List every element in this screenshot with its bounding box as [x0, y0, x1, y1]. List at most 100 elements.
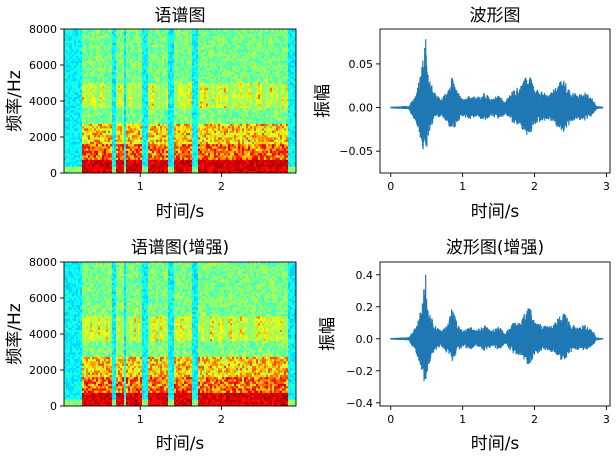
spectrogram-cell: [76, 49, 79, 52]
spectrogram-cell: [116, 92, 119, 95]
spectrogram-cell: [134, 110, 137, 113]
spectrogram-cell: [98, 101, 101, 104]
spectrogram-cell: [190, 170, 193, 173]
spectrogram-cell: [146, 107, 149, 111]
spectrogram-cell: [130, 67, 133, 70]
spectrogram-cell: [106, 164, 109, 167]
spectrogram-cell: [78, 87, 81, 91]
spectrogram-cell: [122, 105, 125, 109]
spectrogram-cell: [178, 35, 181, 39]
spectrogram-cell: [210, 76, 213, 79]
spectrogram-cell: [164, 53, 167, 57]
spectrogram-cell: [148, 119, 151, 122]
spectrogram-cell: [90, 51, 93, 55]
spectrogram-cell: [78, 62, 81, 66]
spectrogram-cell: [90, 29, 93, 32]
spectrogram-cell: [140, 58, 143, 61]
spectrogram-cell: [116, 42, 119, 46]
spectrogram-cell: [152, 112, 155, 115]
spectrogram-cell: [190, 119, 193, 122]
spectrogram-cell: [128, 137, 131, 140]
spectrogram-cell: [210, 164, 213, 167]
spectrogram-cell: [180, 56, 183, 59]
spectrogram-cell: [102, 47, 105, 50]
spectrogram-cell: [142, 49, 145, 52]
spectrogram-cell: [170, 123, 173, 127]
spectrogram-cell: [184, 134, 187, 138]
spectrogram-cell: [214, 146, 217, 149]
spectrogram-cell: [218, 69, 221, 73]
spectrogram-cell: [86, 119, 89, 122]
spectrogram-cell: [156, 67, 159, 70]
spectrogram-cell: [156, 130, 159, 133]
spectrogram-cell: [220, 166, 223, 169]
spectrogram-cell: [170, 157, 173, 160]
spectrogram-cell: [216, 166, 219, 169]
spectrogram-cell: [164, 69, 167, 73]
spectrogram-cell: [100, 114, 103, 118]
spectrogram-cell: [218, 71, 221, 75]
spectrogram-cell: [124, 125, 127, 129]
spectrogram-cell: [200, 139, 203, 142]
spectrogram-cell: [176, 105, 179, 109]
spectrogram-cell: [168, 105, 171, 109]
spectrogram-cell: [178, 155, 181, 158]
spectrogram-cell: [214, 168, 217, 172]
spectrogram-cell: [118, 132, 121, 136]
spectrogram-cell: [118, 110, 121, 113]
spectrogram-cell: [82, 35, 85, 39]
spectrogram-cell: [142, 164, 145, 167]
spectrogram-cell: [204, 80, 207, 84]
spectrogram-cell: [82, 123, 85, 127]
spectrogram-cell: [124, 137, 127, 140]
spectrogram-cell: [84, 134, 87, 138]
spectrogram-cell: [188, 110, 191, 113]
spectrogram-cell: [66, 92, 69, 95]
spectrogram-cell: [160, 141, 163, 145]
spectrogram-cell: [164, 164, 167, 167]
spectrogram-cell: [202, 87, 205, 91]
spectrogram-cell: [78, 51, 81, 55]
spectrogram-cell: [162, 116, 165, 120]
spectrogram-cell: [118, 76, 121, 79]
spectrogram-cell: [166, 40, 169, 43]
spectrogram-cell: [88, 29, 91, 32]
spectrogram-cell: [128, 157, 131, 160]
spectrogram-cell: [82, 47, 85, 50]
spectrogram-cell: [192, 132, 195, 136]
spectrogram-cell: [104, 119, 107, 122]
spectrogram-cell: [186, 40, 189, 43]
spectrogram-cell: [126, 65, 129, 68]
spectrogram-cell: [64, 166, 67, 169]
spectrogram-cell: [80, 119, 83, 122]
spectrogram-cell: [150, 161, 153, 165]
spectrogram-cell: [214, 152, 217, 156]
spectrogram-cell: [140, 51, 143, 55]
spectrogram-cell: [78, 146, 81, 149]
spectrogram-cell: [72, 157, 75, 160]
spectrogram-cell: [104, 71, 107, 75]
spectrogram-cell: [134, 143, 137, 147]
spectrogram-cell: [130, 125, 133, 129]
spectrogram-cell: [66, 44, 69, 48]
spectrogram-cell: [162, 148, 165, 151]
spectrogram-cell: [94, 146, 97, 149]
spectrogram-cell: [156, 58, 159, 61]
spectrogram-cell: [68, 49, 71, 52]
spectrogram-cell: [210, 71, 213, 75]
spectrogram-cell: [148, 49, 151, 52]
spectrogram-cell: [172, 60, 175, 64]
spectrogram-cell: [158, 137, 161, 140]
spectrogram-cell: [216, 116, 219, 120]
spectrogram-cell: [198, 170, 201, 173]
spectrogram-cell: [126, 42, 129, 46]
spectrogram-cell: [206, 53, 209, 57]
spectrogram-cell: [140, 71, 143, 75]
spectrogram-cell: [210, 146, 213, 149]
spectrogram-cell: [84, 130, 87, 133]
spectrogram-cell: [90, 42, 93, 46]
spectrogram-cell: [154, 92, 157, 95]
spectrogram-cell: [72, 74, 75, 77]
spectrogram-cell: [150, 132, 153, 136]
spectrogram-cell: [156, 143, 159, 147]
